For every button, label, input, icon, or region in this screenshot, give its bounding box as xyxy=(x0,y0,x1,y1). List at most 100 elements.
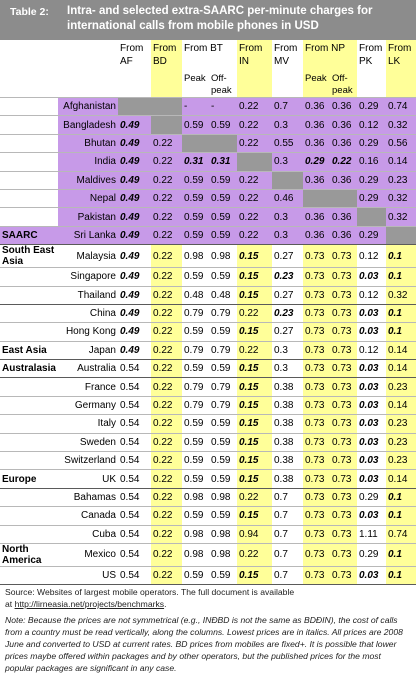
cell-lk: 0.1 xyxy=(386,304,416,324)
cell-in xyxy=(237,152,272,172)
cell-np-o: 0.36 xyxy=(330,134,357,154)
col-bd: From BD xyxy=(151,40,182,68)
table-row: Afghanistan - -0.22 0.7 0.36 0.36 0.29 0.74 xyxy=(0,97,416,117)
cell-bt-o: - xyxy=(209,97,237,117)
footnote: Note: Because the prices are not symmetr… xyxy=(5,615,403,673)
cell-bt-p: 0.59 xyxy=(182,359,209,379)
cell-mv: 0.38 xyxy=(272,433,303,453)
cell-in: 0.15 xyxy=(237,244,272,269)
table-row: South East Asia Malaysia 0.49 0.22 0.98 0.98 0… xyxy=(0,244,416,269)
group-label xyxy=(0,506,58,526)
group-label xyxy=(0,134,58,154)
group-label: East Asia xyxy=(0,341,58,361)
country-name: Switzerland xyxy=(58,451,118,471)
cell-np-p: 0.36 xyxy=(303,115,330,135)
cell-np-o: 0.73 xyxy=(330,469,357,489)
cell-lk: 0.1 xyxy=(386,566,416,586)
country-name: US xyxy=(58,566,118,586)
cell-pk: 0.03 xyxy=(357,451,386,471)
cell-in: 0.22 xyxy=(237,226,272,246)
subheader-row: Peak Off-peak Peak Off-peak xyxy=(0,68,416,98)
table-row: East Asia Japan 0.49 0.22 0.79 0.79 0.22 0.3 0.7… xyxy=(0,341,416,361)
country-name: Afghanistan xyxy=(58,97,118,117)
cell-af: 0.49 xyxy=(118,171,151,190)
cell-lk: 0.32 xyxy=(386,286,416,305)
cell-pk: 0.29 xyxy=(357,543,386,567)
cell-pk xyxy=(357,207,386,227)
cell-bt-o: 0.59 xyxy=(209,189,237,209)
table-title-bar: Table 2: Intra- and selected extra-SAARC… xyxy=(0,0,416,40)
cell-af: 0.49 xyxy=(118,207,151,227)
cell-in: 0.22 xyxy=(237,207,272,227)
cell-np-o: 0.36 xyxy=(330,207,357,227)
cell-bt-p: 0.79 xyxy=(182,377,209,397)
cell-mv: 0.3 xyxy=(272,359,303,379)
cell-bt-p: 0.59 xyxy=(182,414,209,434)
cell-bt-o: 0.59 xyxy=(209,566,237,586)
country-name: Canada xyxy=(58,506,118,526)
cell-lk: 0.74 xyxy=(386,525,416,544)
cell-pk: 0.03 xyxy=(357,566,386,586)
col-pk: From PK xyxy=(359,43,383,67)
cell-bd xyxy=(151,115,182,135)
cell-bt-p: 0.59 xyxy=(182,226,209,246)
cell-pk: 0.03 xyxy=(357,359,386,379)
cell-bt-p xyxy=(182,134,209,154)
cell-bd: 0.22 xyxy=(151,267,182,287)
cell-in: 0.22 xyxy=(237,488,272,508)
cell-np-p: 0.73 xyxy=(303,451,330,471)
cell-in: 0.94 xyxy=(237,525,272,544)
group-label: SAARC xyxy=(0,226,58,246)
cell-mv: 0.27 xyxy=(272,244,303,269)
cell-in: 0.22 xyxy=(237,97,272,117)
cell-np-o: 0.73 xyxy=(330,525,357,544)
benchmarks-link[interactable]: http://lirneasia.net/projects/benchmarks xyxy=(14,599,165,609)
cell-bt-p: 0.59 xyxy=(182,433,209,453)
cell-bt-o: 0.59 xyxy=(209,414,237,434)
cell-bd: 0.22 xyxy=(151,396,182,416)
group-label xyxy=(0,322,58,342)
country-name: India xyxy=(58,152,118,172)
table-row: Cuba 0.54 0.22 0.98 0.98 0.94 0.7 0.73 0.73 1.11 0… xyxy=(0,525,416,544)
cell-np-p: 0.73 xyxy=(303,525,330,544)
country-name: Cuba xyxy=(58,525,118,544)
col-in: From IN xyxy=(237,40,272,68)
cell-bt-o: 0.59 xyxy=(209,207,237,227)
table-row: Australasia Australia 0.54 0.22 0.59 0.59 0.15… xyxy=(0,359,416,379)
table-row: Sweden 0.54 0.22 0.59 0.59 0.15 0.38 0.73 0.73 0.… xyxy=(0,433,416,453)
group-label xyxy=(0,267,58,287)
cell-np-o xyxy=(330,189,357,209)
country-name: Nepal xyxy=(58,189,118,209)
group-label xyxy=(0,207,58,227)
cell-af xyxy=(118,97,151,117)
cell-pk: 0.03 xyxy=(357,433,386,453)
group-label xyxy=(0,414,58,434)
cell-lk: 0.1 xyxy=(386,506,416,526)
source-note: Source: Websites of largest mobile opera… xyxy=(5,587,295,609)
cell-pk: 0.03 xyxy=(357,414,386,434)
cell-np-p: 0.73 xyxy=(303,543,330,567)
group-label xyxy=(0,377,58,397)
cell-in: 0.22 xyxy=(237,341,272,361)
cell-mv: 0.38 xyxy=(272,396,303,416)
cell-bt-o: 0.59 xyxy=(209,267,237,287)
cell-pk: 0.29 xyxy=(357,97,386,117)
cell-mv: 0.23 xyxy=(272,267,303,287)
country-name: Mexico xyxy=(58,543,118,567)
cell-bd: 0.22 xyxy=(151,171,182,190)
cell-lk: 0.14 xyxy=(386,152,416,172)
group-label: South East Asia xyxy=(0,244,58,269)
cell-in: 0.15 xyxy=(237,414,272,434)
bt-peak-header: Peak xyxy=(182,68,209,98)
cell-pk: 0.29 xyxy=(357,488,386,508)
country-name: Sweden xyxy=(58,433,118,453)
cell-np-p: 0.73 xyxy=(303,341,330,361)
cell-bt-o: 0.79 xyxy=(209,396,237,416)
cell-bd: 0.22 xyxy=(151,304,182,324)
cell-np-o: 0.73 xyxy=(330,543,357,567)
group-label xyxy=(0,525,58,544)
cell-bt-p: 0.31 xyxy=(182,152,209,172)
cell-np-p: 0.73 xyxy=(303,433,330,453)
cell-mv: 0.7 xyxy=(272,566,303,586)
cell-np-o: 0.73 xyxy=(330,322,357,342)
